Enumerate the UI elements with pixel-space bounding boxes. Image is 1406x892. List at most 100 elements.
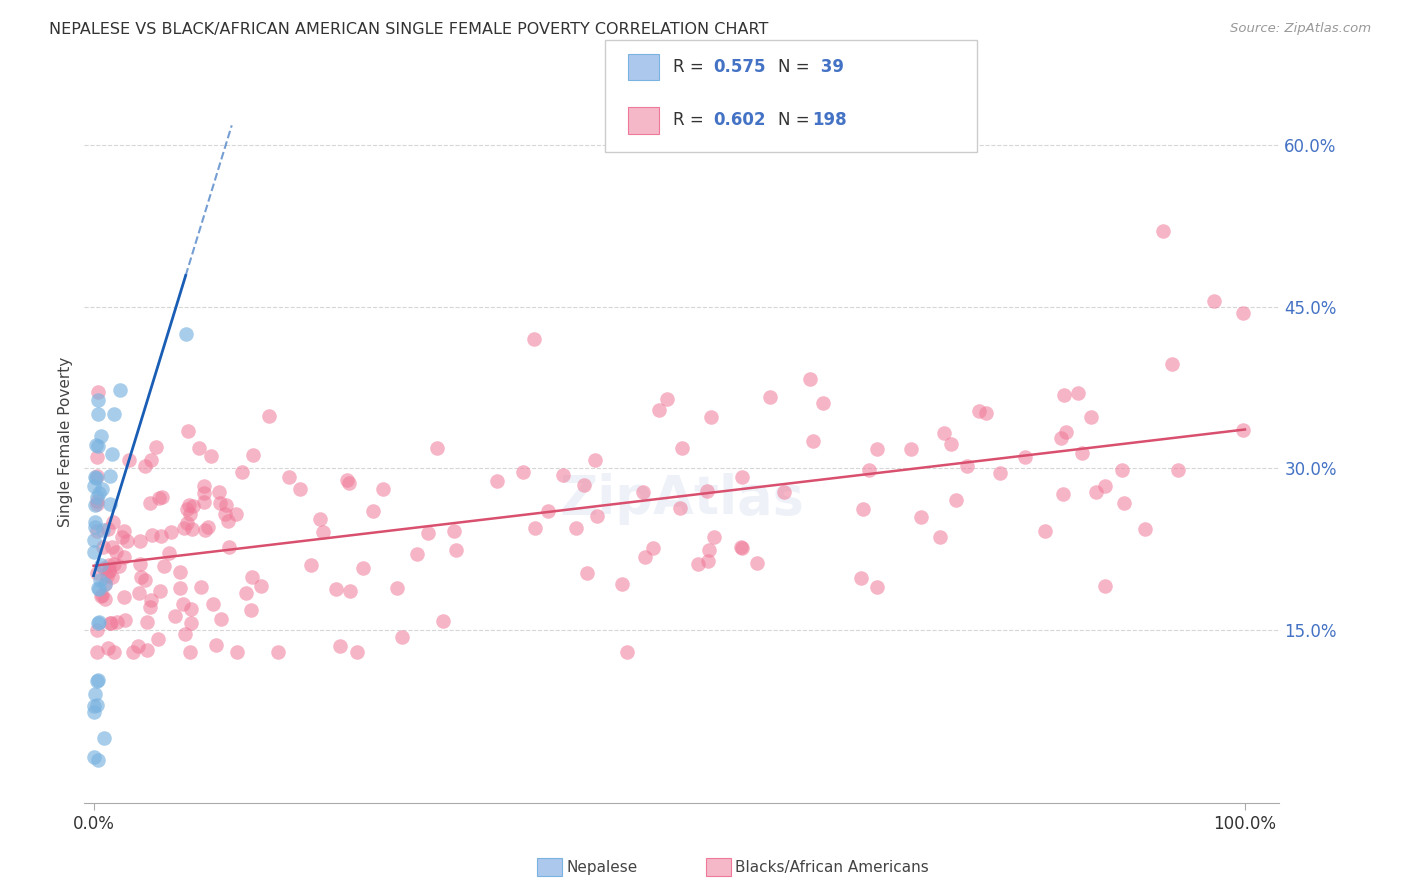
- Point: [193, 495, 215, 509]
- Point: [159, 524, 181, 539]
- Point: [87, 385, 110, 400]
- Point: [443, 524, 465, 538]
- Point: [83, 698, 105, 713]
- Point: [945, 492, 967, 507]
- Point: [201, 597, 224, 611]
- Point: [98, 469, 121, 483]
- Point: [731, 470, 754, 484]
- Point: [163, 609, 186, 624]
- Point: [84, 438, 107, 452]
- Point: [700, 410, 723, 425]
- Point: [86, 698, 108, 712]
- Point: [231, 465, 253, 479]
- Point: [91, 482, 114, 496]
- Text: 0.575: 0.575: [713, 58, 765, 76]
- Point: [688, 558, 710, 572]
- Text: Nepalese: Nepalese: [567, 860, 638, 874]
- Point: [139, 496, 162, 510]
- Point: [193, 486, 215, 500]
- Point: [177, 499, 200, 513]
- Point: [105, 615, 128, 630]
- Point: [1167, 463, 1189, 477]
- Point: [172, 597, 194, 611]
- Point: [83, 706, 105, 720]
- Point: [811, 396, 834, 410]
- Point: [1071, 445, 1094, 459]
- Point: [849, 571, 872, 585]
- Point: [98, 564, 121, 578]
- Point: [84, 519, 107, 533]
- Point: [309, 512, 332, 526]
- Point: [97, 522, 120, 536]
- Point: [240, 570, 263, 584]
- Point: [1094, 579, 1116, 593]
- Point: [93, 592, 115, 607]
- Point: [84, 471, 107, 485]
- Point: [512, 465, 534, 479]
- Point: [90, 428, 112, 442]
- Point: [97, 565, 120, 579]
- Point: [98, 558, 121, 572]
- Point: [187, 442, 209, 456]
- Point: [103, 515, 125, 529]
- Point: [1094, 479, 1116, 493]
- Point: [149, 583, 172, 598]
- Point: [90, 588, 112, 602]
- Point: [215, 498, 238, 512]
- Point: [101, 447, 124, 461]
- Point: [387, 581, 409, 595]
- Point: [93, 576, 115, 591]
- Point: [939, 436, 962, 450]
- Point: [103, 557, 125, 571]
- Point: [153, 558, 176, 573]
- Point: [86, 450, 108, 464]
- Point: [1111, 462, 1133, 476]
- Point: [299, 558, 322, 573]
- Point: [118, 452, 141, 467]
- Point: [108, 383, 131, 397]
- Point: [612, 576, 634, 591]
- Point: [208, 495, 231, 509]
- Point: [139, 452, 162, 467]
- Point: [575, 566, 598, 581]
- Point: [747, 556, 769, 570]
- Point: [193, 479, 215, 493]
- Point: [290, 482, 312, 496]
- Point: [122, 645, 145, 659]
- Point: [337, 476, 360, 491]
- Point: [180, 602, 202, 616]
- Point: [115, 534, 138, 549]
- Point: [929, 530, 952, 544]
- Point: [574, 478, 596, 492]
- Point: [523, 332, 546, 346]
- Text: Blacks/African Americans: Blacks/African Americans: [735, 860, 929, 874]
- Text: N =: N =: [778, 58, 814, 76]
- Point: [669, 501, 692, 516]
- Point: [634, 549, 657, 564]
- Point: [173, 627, 195, 641]
- Point: [194, 523, 217, 537]
- Point: [1033, 524, 1056, 539]
- Point: [523, 521, 546, 535]
- Point: [100, 540, 122, 554]
- Point: [671, 442, 693, 456]
- Point: [87, 582, 110, 596]
- Point: [177, 424, 200, 438]
- Point: [108, 559, 131, 574]
- Point: [773, 485, 796, 500]
- Point: [1052, 486, 1074, 500]
- Point: [150, 529, 173, 543]
- Point: [173, 521, 195, 535]
- Point: [1161, 358, 1184, 372]
- Point: [100, 615, 122, 630]
- Point: [858, 463, 880, 477]
- Point: [218, 540, 240, 554]
- Point: [157, 546, 180, 560]
- Point: [586, 508, 609, 523]
- Point: [1133, 522, 1156, 536]
- Point: [696, 483, 718, 498]
- Point: [583, 452, 606, 467]
- Point: [1232, 423, 1254, 437]
- Point: [214, 508, 236, 522]
- Point: [242, 448, 264, 462]
